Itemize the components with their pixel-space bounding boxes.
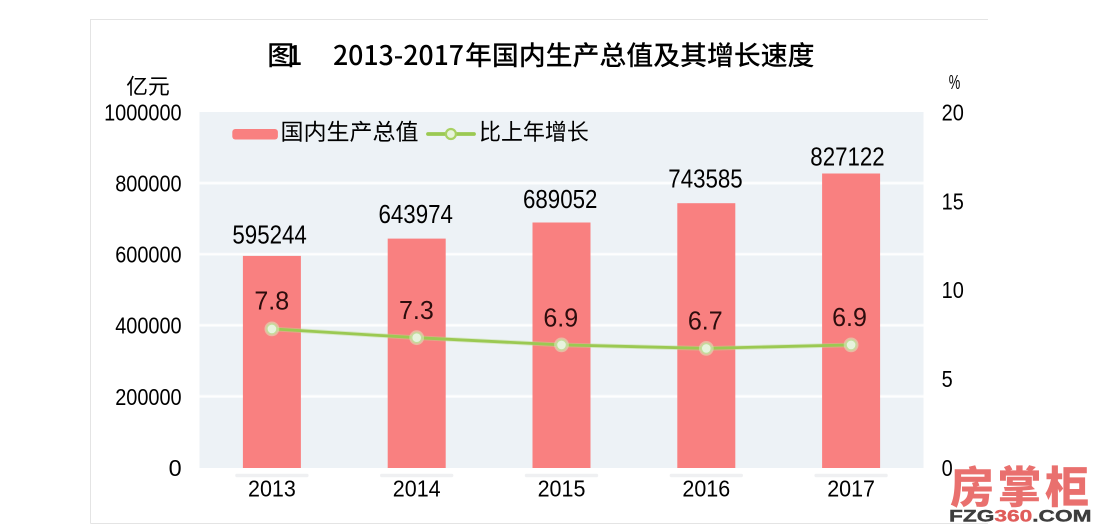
svg-text:400000: 400000 [115,313,181,339]
svg-text:6.9: 6.9 [832,304,867,332]
svg-text:5: 5 [942,366,953,392]
svg-text:827122: 827122 [810,143,884,171]
svg-text:2014: 2014 [393,476,441,502]
svg-text:2017: 2017 [827,476,875,502]
svg-text:1000000: 1000000 [104,99,182,125]
svg-text:6.7: 6.7 [688,307,723,335]
svg-text:2013: 2013 [248,476,296,502]
svg-text:200000: 200000 [115,384,181,410]
svg-text:15: 15 [942,188,964,214]
svg-text:7.3: 7.3 [399,297,434,325]
svg-text:643974: 643974 [379,201,453,229]
svg-text:2015: 2015 [538,476,586,502]
svg-text:0: 0 [942,455,953,481]
svg-text:7.8: 7.8 [254,287,289,315]
svg-text:600000: 600000 [115,242,181,268]
svg-text:%: % [949,72,961,94]
svg-text:20: 20 [942,99,964,125]
svg-text:0: 0 [169,455,182,481]
svg-text:2016: 2016 [682,476,730,502]
svg-text:689052: 689052 [523,186,597,214]
svg-text:800000: 800000 [115,171,181,197]
svg-text:6.9: 6.9 [543,304,578,332]
svg-text:595244: 595244 [232,221,306,249]
svg-text:10: 10 [942,277,964,303]
svg-text:743585: 743585 [668,165,742,193]
